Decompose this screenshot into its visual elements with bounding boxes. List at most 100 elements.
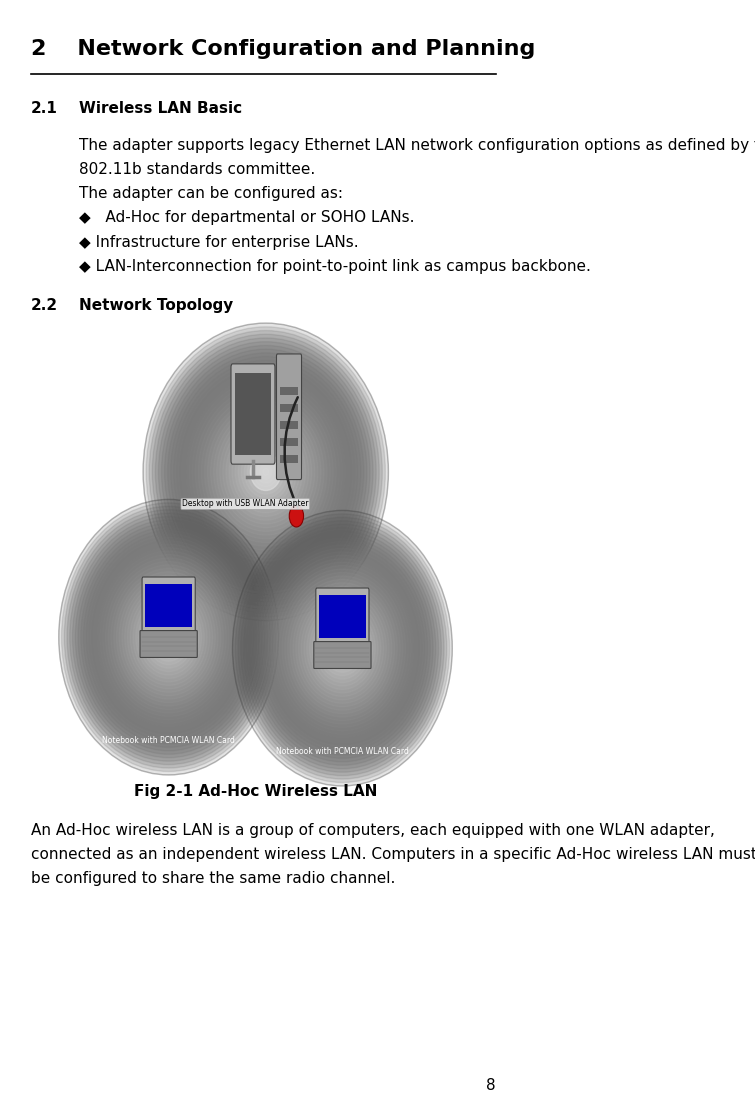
Ellipse shape (168, 353, 364, 591)
Ellipse shape (289, 505, 304, 527)
Text: The adapter supports legacy Ethernet LAN network configuration options as define: The adapter supports legacy Ethernet LAN… (79, 138, 755, 153)
Ellipse shape (318, 617, 367, 679)
Ellipse shape (214, 409, 318, 536)
Ellipse shape (312, 611, 373, 687)
Ellipse shape (257, 541, 427, 755)
Text: ◆ Infrastructure for enterprise LANs.: ◆ Infrastructure for enterprise LANs. (79, 235, 359, 250)
Ellipse shape (160, 627, 177, 648)
Ellipse shape (141, 603, 196, 671)
Ellipse shape (155, 620, 183, 655)
Ellipse shape (166, 634, 171, 640)
Ellipse shape (174, 360, 358, 583)
Text: ◆   Ad-Hoc for departmental or SOHO LANs.: ◆ Ad-Hoc for departmental or SOHO LANs. (79, 210, 414, 226)
Ellipse shape (153, 616, 185, 658)
Ellipse shape (86, 533, 251, 741)
Ellipse shape (232, 431, 300, 512)
Ellipse shape (260, 464, 272, 479)
Ellipse shape (236, 514, 449, 782)
Text: Fig 2-1 Ad-Hoc Wireless LAN: Fig 2-1 Ad-Hoc Wireless LAN (134, 784, 378, 799)
FancyBboxPatch shape (276, 354, 301, 479)
Ellipse shape (249, 531, 436, 765)
Text: 2    Network Configuration and Planning: 2 Network Configuration and Planning (31, 39, 535, 58)
Ellipse shape (290, 583, 395, 714)
Ellipse shape (81, 527, 257, 747)
Ellipse shape (61, 503, 276, 771)
Ellipse shape (257, 461, 275, 483)
Ellipse shape (268, 555, 417, 742)
Ellipse shape (337, 641, 348, 655)
Ellipse shape (149, 331, 382, 613)
Ellipse shape (177, 364, 355, 580)
Text: Network Topology: Network Topology (79, 298, 233, 313)
Ellipse shape (111, 565, 226, 710)
Ellipse shape (241, 521, 444, 776)
Ellipse shape (211, 404, 321, 539)
Ellipse shape (72, 517, 265, 758)
Ellipse shape (162, 345, 370, 598)
Ellipse shape (128, 585, 210, 689)
Ellipse shape (276, 565, 408, 731)
Ellipse shape (296, 590, 389, 706)
Ellipse shape (205, 398, 327, 547)
Ellipse shape (165, 349, 367, 595)
Ellipse shape (254, 538, 430, 758)
Ellipse shape (133, 593, 205, 682)
Ellipse shape (263, 549, 422, 748)
Ellipse shape (254, 457, 278, 487)
Ellipse shape (260, 544, 425, 752)
Ellipse shape (233, 510, 452, 786)
FancyBboxPatch shape (142, 577, 196, 634)
Ellipse shape (266, 552, 419, 745)
Ellipse shape (94, 544, 243, 731)
Ellipse shape (100, 551, 237, 723)
Ellipse shape (328, 631, 356, 666)
Ellipse shape (251, 534, 433, 761)
Ellipse shape (288, 580, 397, 717)
Text: 2.2: 2.2 (31, 298, 58, 313)
Ellipse shape (146, 327, 385, 617)
Ellipse shape (245, 446, 287, 498)
Ellipse shape (304, 599, 381, 696)
Bar (145, 584, 193, 627)
Ellipse shape (130, 588, 207, 685)
Text: Notebook with PCMCIA WLAN Card: Notebook with PCMCIA WLAN Card (276, 747, 409, 756)
Bar (279, 421, 298, 429)
Ellipse shape (146, 609, 190, 665)
Text: Desktop with USB WLAN Adapter: Desktop with USB WLAN Adapter (182, 499, 309, 508)
FancyBboxPatch shape (140, 630, 197, 658)
Ellipse shape (156, 338, 376, 606)
Ellipse shape (244, 525, 441, 773)
Ellipse shape (298, 593, 387, 703)
Ellipse shape (59, 499, 279, 775)
Ellipse shape (279, 569, 405, 727)
Ellipse shape (149, 613, 188, 661)
Ellipse shape (220, 417, 312, 528)
Ellipse shape (193, 382, 339, 561)
Bar (279, 404, 298, 412)
Ellipse shape (189, 379, 343, 565)
Ellipse shape (340, 645, 345, 651)
Ellipse shape (274, 562, 411, 734)
Ellipse shape (248, 450, 284, 494)
Ellipse shape (293, 586, 392, 710)
Ellipse shape (171, 357, 361, 587)
Text: Notebook with PCMCIA WLAN Card: Notebook with PCMCIA WLAN Card (102, 736, 235, 745)
Ellipse shape (119, 575, 218, 699)
Ellipse shape (153, 334, 379, 609)
Text: Wireless LAN Basic: Wireless LAN Basic (79, 101, 242, 117)
Ellipse shape (238, 517, 447, 779)
Ellipse shape (202, 393, 330, 550)
Ellipse shape (78, 523, 259, 750)
Ellipse shape (136, 596, 202, 679)
Ellipse shape (69, 514, 267, 761)
Ellipse shape (229, 428, 303, 517)
Ellipse shape (263, 468, 269, 476)
Ellipse shape (114, 569, 223, 706)
Ellipse shape (89, 538, 248, 737)
Ellipse shape (76, 520, 262, 754)
FancyBboxPatch shape (314, 641, 371, 669)
Ellipse shape (315, 614, 370, 682)
Ellipse shape (235, 434, 297, 509)
Ellipse shape (285, 576, 400, 721)
Ellipse shape (159, 342, 373, 602)
